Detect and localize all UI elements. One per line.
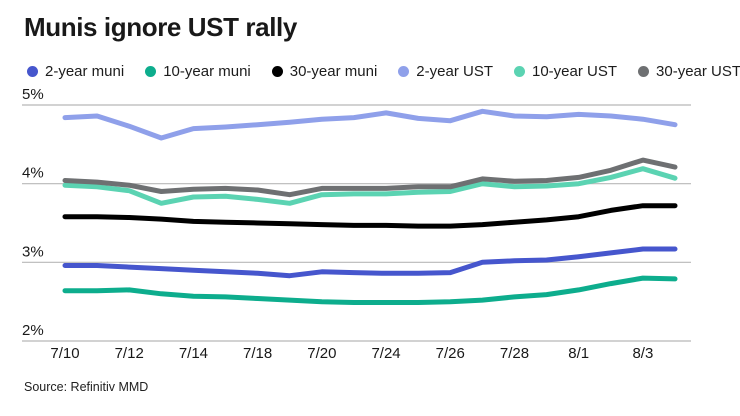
x-axis-tick-label: 7/10	[50, 345, 79, 362]
series-line-2-year-ust	[62, 108, 678, 141]
legend-item-label: 10-year UST	[531, 63, 618, 80]
legend-item-label: 30-year muni	[289, 63, 378, 80]
series-line-10-year-ust	[62, 166, 678, 206]
legend-dot-icon	[145, 66, 157, 77]
series-line-10-year-muni	[62, 275, 678, 305]
legend: 2-year muni 10-year muni 30-year muni 2-…	[27, 63, 740, 80]
x-axis-tick-label: 7/20	[307, 345, 336, 362]
x-axis-tick-label: 7/28	[500, 345, 529, 362]
y-axis-tick-label: 4%	[22, 165, 44, 182]
legend-item-label: 30-year UST	[656, 63, 740, 80]
source-note: Source: Refinitiv MMD	[24, 380, 149, 394]
legend-item-10-year-ust: 10-year UST	[513, 63, 618, 80]
legend-dot-icon	[271, 66, 283, 77]
chart-title: Munis ignore UST rally	[24, 12, 297, 42]
legend-item-label: 2-year UST	[416, 63, 493, 80]
legend-item-10-year-muni: 10-year muni	[145, 63, 251, 80]
legend-item-label: 10-year muni	[163, 63, 251, 80]
legend-item-2-year-ust: 2-year UST	[398, 63, 493, 80]
legend-dot-icon	[27, 66, 38, 77]
x-axis-tick-label: 8/1	[568, 345, 589, 362]
y-axis-tick-label: 2%	[22, 322, 44, 339]
legend-item-2-year-muni: 2-year muni	[27, 63, 124, 80]
series-line-30-year-muni	[62, 203, 678, 229]
legend-dot-icon	[398, 66, 410, 77]
y-axis-labels: 5% 4% 3% 2%	[22, 86, 44, 339]
series-line-2-year-muni	[62, 246, 678, 279]
x-axis-tick-label: 7/12	[115, 345, 144, 362]
y-axis-tick-label: 3%	[22, 243, 44, 260]
legend-item-30-year-muni: 30-year muni	[271, 63, 378, 80]
legend-item-label: 2-year muni	[45, 63, 125, 80]
legend-dot-icon	[513, 66, 525, 77]
x-axis-tick-label: 8/3	[632, 345, 653, 362]
legend-dot-icon	[638, 66, 650, 77]
series-lines	[62, 108, 678, 305]
x-axis-tick-label: 7/18	[243, 345, 272, 362]
x-axis-tick-label: 7/14	[179, 345, 208, 362]
x-axis-tick-label: 7/24	[371, 345, 400, 362]
x-axis-labels: 7/10 7/12 7/14 7/18 7/20 7/24 7/26 7/28 8/1 8/3	[50, 345, 653, 362]
y-axis-tick-label: 5%	[22, 86, 44, 103]
legend-item-30-year-ust: 30-year UST	[638, 63, 740, 80]
series-line-30-year-ust	[62, 157, 678, 198]
x-axis-tick-label: 7/26	[436, 345, 465, 362]
